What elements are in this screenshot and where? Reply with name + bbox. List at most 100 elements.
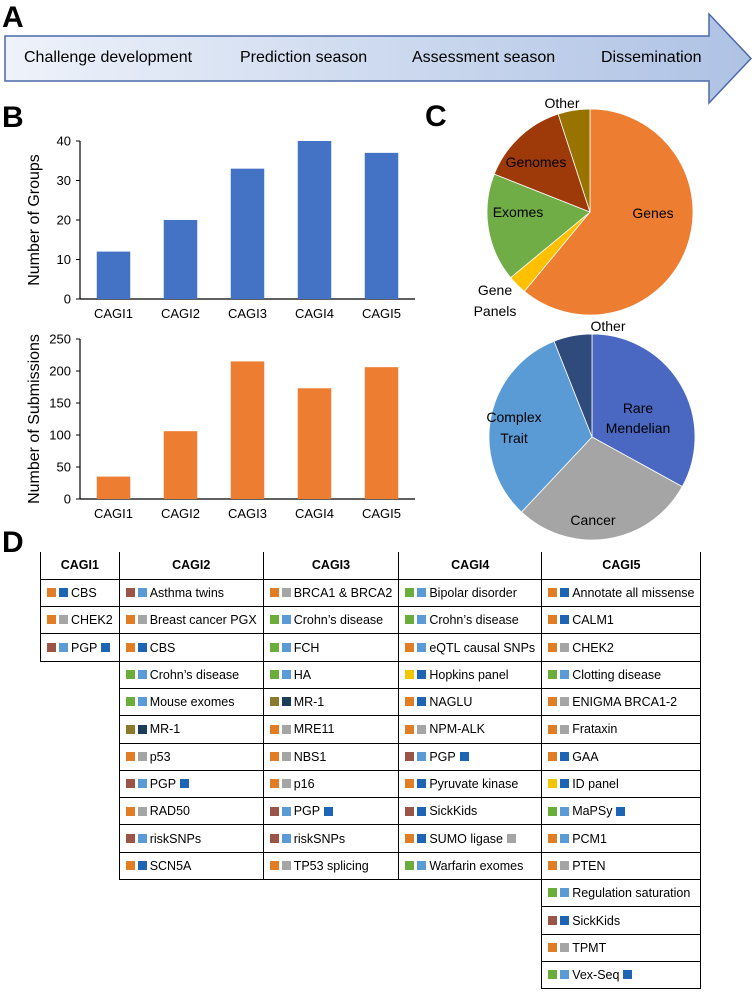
panel-d-label: D [2, 526, 24, 559]
lightblue-square-icon [281, 642, 291, 652]
groups-y-axis-title: Number of Groups [26, 154, 43, 286]
challenge-cell: Hopkins panel [398, 660, 543, 689]
gray-square-icon [560, 943, 570, 952]
challenge-cell: Crohn’s disease [118, 660, 264, 689]
orange-square-icon [548, 943, 558, 952]
gray-square-icon [137, 806, 147, 816]
darkblue-square-icon [560, 779, 570, 789]
challenge-name: ENIGMA BRCA1-2 [572, 695, 678, 710]
submissions-bar-cagi5 [364, 367, 399, 499]
groups-ytick-label: 0 [64, 292, 71, 307]
challenge-name: Clotting disease [572, 667, 662, 682]
challenge-name: Crohn’s disease [429, 613, 519, 628]
challenge-cell: CBS [118, 633, 264, 662]
orange-square-icon [269, 588, 279, 598]
pie-label-rare-line2: Mendelian [606, 420, 671, 436]
pie-label-other: Other [544, 95, 579, 111]
empty-cell [41, 825, 120, 852]
lightblue-square-icon [417, 751, 427, 761]
orange-square-icon [405, 779, 415, 789]
brown-square-icon [125, 588, 135, 598]
challenge-name: Annotate all missense [572, 585, 695, 600]
brown-square-icon [269, 806, 279, 816]
challenge-name: riskSNPs [293, 831, 346, 846]
challenge-cell: PGP [40, 633, 120, 662]
cagi-challenges-table: CAGI1 CAGI2 CAGI3 CAGI4 CAGI5 CBS Asthma twins… [40, 552, 702, 990]
green-square-icon [405, 615, 415, 625]
gray-square-icon [281, 861, 291, 871]
brown-square-icon [548, 915, 558, 925]
pie-label-gene-panels-line2: Panels [474, 303, 517, 319]
disease-class-pie-chart: Other Rare Mendelian Complex Trait Cance… [486, 318, 696, 541]
challenge-name: PGP [149, 777, 177, 792]
challenge-cell: NPM-ALK [398, 715, 543, 744]
green-square-icon [125, 670, 135, 680]
submissions-bar-cagi2 [163, 431, 198, 499]
green-square-icon [548, 888, 558, 898]
challenge-cell: Frataxin [541, 715, 702, 744]
orange-square-icon [405, 724, 415, 734]
brown-square-icon [125, 779, 135, 789]
lightblue-square-icon [281, 806, 291, 816]
pie-label-cancer: Cancer [570, 512, 615, 528]
challenge-name: MR-1 [149, 722, 181, 737]
darkblue-square-icon [417, 697, 427, 707]
challenge-cell: NBS1 [262, 742, 400, 771]
challenge-name: NBS1 [293, 749, 327, 764]
lightblue-square-icon [417, 615, 427, 625]
panel-a-label: A [2, 1, 24, 34]
submissions-ytick-label: 200 [49, 364, 71, 379]
brown-square-icon [405, 806, 415, 816]
challenge-cell: Warfarin exomes [398, 851, 543, 880]
disease-class-slices [488, 333, 696, 541]
stage-challenge-development: Challenge development [24, 49, 193, 66]
challenge-name: TPMT [572, 940, 607, 955]
challenge-name: Regulation saturation [572, 886, 691, 901]
green-square-icon [548, 670, 558, 680]
empty-cell [119, 934, 263, 961]
challenge-name: PCM1 [572, 831, 607, 846]
submissions-ytick-label: 150 [49, 396, 71, 411]
darkblue-square-icon [459, 751, 469, 761]
lightblue-square-icon [417, 642, 427, 652]
empty-cell [41, 852, 120, 879]
lightblue-square-icon [137, 779, 147, 789]
gray-square-icon [281, 588, 291, 598]
empty-cell [41, 743, 120, 770]
pie-label-genomes: Genomes [506, 154, 567, 170]
stage-dissemination: Dissemination [601, 49, 702, 66]
gray-square-icon [281, 724, 291, 734]
empty-cell [41, 961, 120, 988]
submissions-ytick-label: 250 [49, 332, 71, 347]
orange-square-icon [269, 779, 279, 789]
challenge-cell: MR-1 [118, 715, 264, 744]
challenge-name: CALM1 [572, 613, 614, 628]
challenge-cell: CBS [40, 579, 120, 607]
challenge-cell: eQTL causal SNPs [398, 633, 543, 662]
orange-square-icon [548, 588, 558, 598]
challenge-cell: PCM1 [541, 824, 702, 853]
olive-square-icon [269, 697, 279, 707]
challenge-cell: riskSNPs [118, 824, 264, 853]
gray-square-icon [417, 724, 427, 734]
green-square-icon [269, 615, 279, 625]
challenge-cell: Regulation saturation [541, 879, 702, 907]
gray-square-icon [59, 615, 68, 625]
disease-class-slice-cancer [520, 436, 683, 541]
olive-square-icon [125, 724, 135, 734]
submissions-bar-cagi1 [96, 476, 131, 499]
brown-square-icon [47, 642, 56, 652]
darkblue-square-icon [59, 588, 68, 598]
challenge-name: Breast cancer PGX [149, 613, 257, 628]
orange-square-icon [548, 861, 558, 871]
challenge-cell: TP53 splicing [262, 851, 400, 880]
gray-square-icon [137, 615, 147, 625]
submissions-xtick-label: CAGI5 [362, 506, 401, 521]
orange-square-icon [269, 751, 279, 761]
green-square-icon [548, 970, 558, 980]
submissions-y-axis-title: Number of Submissions [26, 334, 43, 504]
orange-square-icon [269, 724, 279, 734]
green-square-icon [269, 670, 279, 680]
challenge-cell: Vex-Seq [541, 960, 702, 990]
challenge-cell: PGP [262, 797, 400, 825]
